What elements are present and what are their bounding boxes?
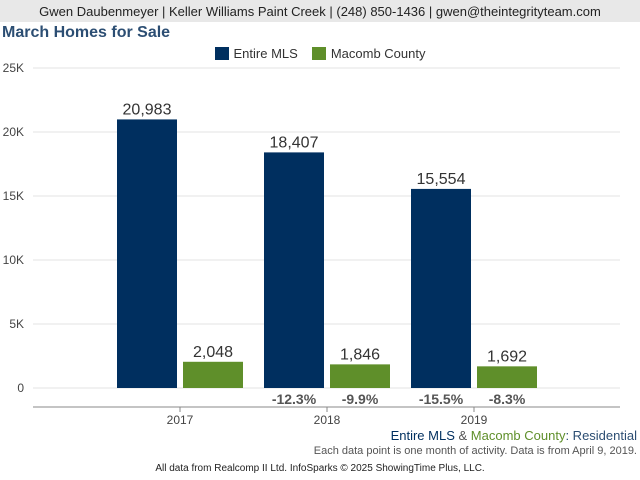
legend-label-macomb-county: Macomb County <box>330 45 426 61</box>
change-label-macomb-county-2018: -9.9% <box>342 391 379 407</box>
agent-contact-header: Gwen Daubenmeyer | Keller Williams Paint… <box>0 0 640 22</box>
bar-entire-mls-2018 <box>264 152 324 388</box>
bar-entire-mls-2019 <box>411 188 471 388</box>
legend-item-entire-mls[interactable]: Entire MLS <box>214 45 298 61</box>
y-tick-label-5000: 5K <box>9 317 24 331</box>
footer-data-note: Each data point is one month of activity… <box>313 445 637 457</box>
change-label-entire-mls-2018: -12.3% <box>272 391 317 407</box>
x-tick-label-2017: 2017 <box>167 413 194 427</box>
footer-series-macomb-county: Macomb County <box>470 428 566 443</box>
chart-legend: Entire MLS Macomb County <box>0 44 640 62</box>
legend-label-entire-mls: Entire MLS <box>233 45 298 61</box>
data-label-macomb-county-2017: 2,048 <box>193 344 233 361</box>
x-tick-label-2018: 2018 <box>314 413 341 427</box>
y-tick-label-10000: 10K <box>3 253 24 267</box>
bar-entire-mls-2017 <box>117 119 177 388</box>
legend-item-macomb-county[interactable]: Macomb County <box>311 45 426 61</box>
legend-swatch-entire-mls <box>214 46 229 60</box>
y-tick-label-0: 0 <box>17 381 24 395</box>
change-label-macomb-county-2019: -8.3% <box>489 391 526 407</box>
footer-credit: All data from Realcomp II Ltd. InfoSpark… <box>155 463 485 474</box>
data-label-macomb-county-2019: 1,692 <box>487 348 527 365</box>
y-tick-label-15000: 15K <box>3 189 24 203</box>
y-tick-label-25000: 25K <box>3 61 24 75</box>
change-label-entire-mls-2019: -15.5% <box>419 391 464 407</box>
data-label-entire-mls-2017: 20,983 <box>123 101 172 118</box>
data-label-macomb-county-2018: 1,846 <box>340 346 380 363</box>
bar-macomb-county-2019 <box>477 366 537 388</box>
x-tick-label-2019: 2019 <box>461 413 488 427</box>
footer-series-separator: & <box>454 428 471 443</box>
bar-macomb-county-2018 <box>330 364 390 388</box>
data-label-entire-mls-2018: 18,407 <box>270 134 319 151</box>
data-label-entire-mls-2019: 15,554 <box>417 171 466 188</box>
footer-series-suffix: : Residential <box>565 428 637 443</box>
y-tick-label-20000: 20K <box>3 125 24 139</box>
agent-contact-text: Gwen Daubenmeyer | Keller Williams Paint… <box>39 3 601 19</box>
bar-macomb-county-2017 <box>183 361 243 388</box>
footer-series-caption: Entire MLS & Macomb County: Residential <box>391 428 637 443</box>
legend-swatch-macomb-county <box>311 46 326 60</box>
chart-title: March Homes for Sale <box>2 24 171 41</box>
footer-series-entire-mls: Entire MLS <box>390 428 455 443</box>
